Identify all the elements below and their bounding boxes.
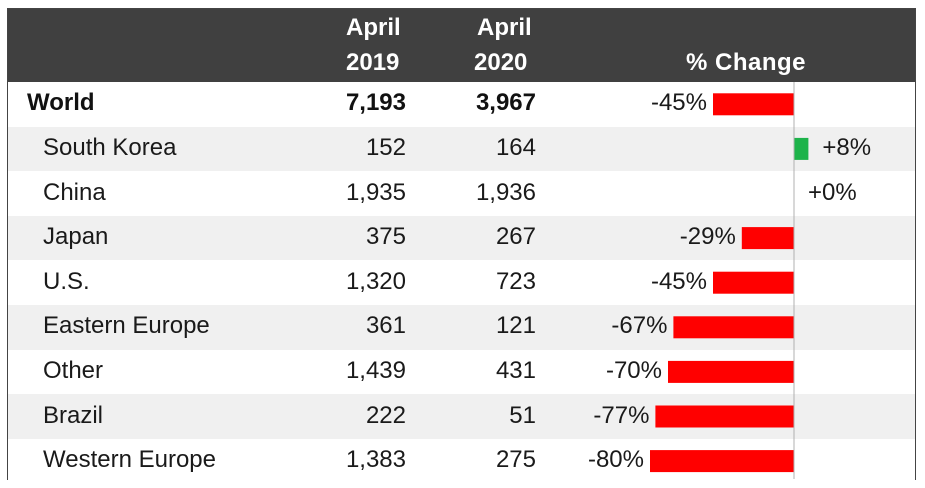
april-2020-value: 267 [495, 223, 536, 251]
april-2020-value: 164 [495, 133, 536, 161]
change-bar [794, 137, 809, 160]
april-2019-value: 152 [365, 133, 406, 161]
change-bar [650, 450, 794, 473]
country-label: Brazil [43, 401, 104, 429]
country-label: China [43, 178, 106, 206]
change-label: -45% [650, 267, 707, 295]
april-2019-value: 1,320 [345, 267, 406, 295]
country-label: Western Europe [43, 446, 216, 474]
change-bar [668, 360, 794, 383]
header-2020-line1: April [477, 14, 532, 41]
country-label: U.S. [43, 267, 90, 295]
change-bar [655, 405, 794, 428]
country-label: Japan [43, 223, 109, 251]
change-label: -77% [593, 401, 650, 429]
change-label: -70% [605, 356, 662, 384]
header-change: % Change [686, 49, 807, 76]
header-2020-line2: 2020 [474, 49, 528, 76]
april-2019-value: 1,439 [345, 356, 406, 384]
chart-table: April 2019 April 2020 % Change World 7,19… [7, 8, 916, 484]
april-2020-value: 275 [495, 446, 536, 474]
country-label: Eastern Europe [43, 312, 210, 340]
change-bar [713, 93, 794, 116]
change-bar [713, 271, 794, 294]
change-label: -67% [611, 312, 668, 340]
country-label: Other [43, 356, 104, 384]
april-2019-value: 375 [365, 223, 406, 251]
header-bar [8, 9, 915, 82]
april-2020-value: 723 [495, 267, 536, 295]
table-row [8, 171, 915, 216]
april-2019-value: 222 [365, 401, 406, 429]
table-row [8, 126, 915, 172]
april-2019-value: 361 [365, 312, 406, 340]
header-2019-line1: April [346, 14, 401, 41]
april-2019-value: 1,935 [345, 178, 406, 206]
header-2019-line2: 2019 [346, 49, 400, 76]
april-2020-value: 1,936 [475, 178, 536, 206]
change-label: -80% [587, 446, 644, 474]
change-label: +0% [808, 178, 857, 206]
april-2019-value: 7,193 [345, 89, 406, 117]
april-2020-value: 431 [495, 356, 536, 384]
april-2020-value: 3,967 [475, 89, 536, 117]
change-bars [650, 82, 809, 479]
change-label: -45% [650, 89, 707, 117]
april-2019-value: 1,383 [345, 446, 406, 474]
april-2020-value: 51 [509, 401, 536, 429]
country-label: South Korea [43, 133, 177, 161]
april-2020-value: 121 [495, 312, 536, 340]
change-label: +8% [822, 133, 872, 161]
change-bar [741, 227, 794, 250]
change-bar [673, 316, 794, 339]
country-label: World [27, 89, 95, 117]
change-label: -29% [679, 223, 736, 251]
